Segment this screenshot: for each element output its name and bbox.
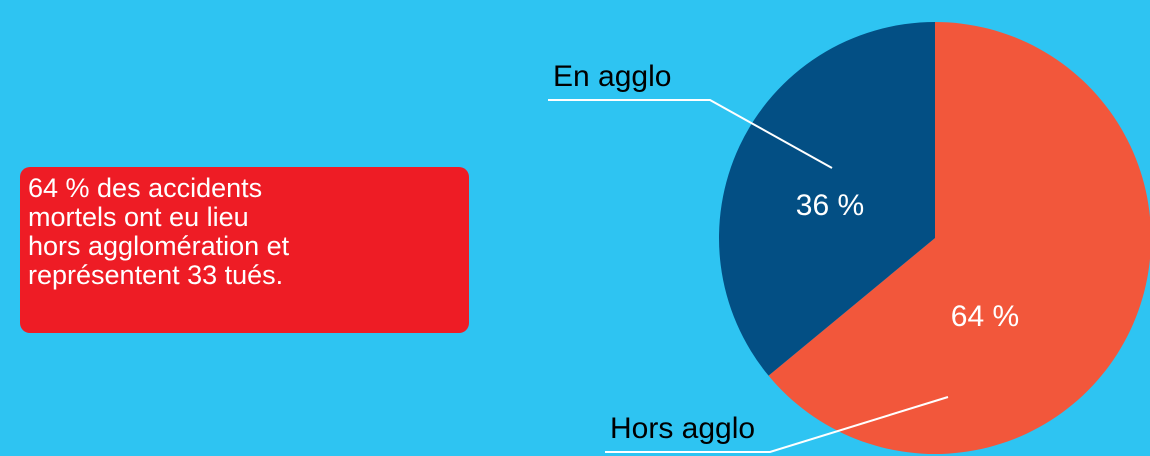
annotation-line: mortels ont eu lieu xyxy=(28,202,249,232)
category-label: En agglo xyxy=(553,60,671,93)
category-label: Hors agglo xyxy=(610,412,755,445)
value-label: 64 % xyxy=(951,300,1019,333)
labels: 64 % Hors agglo 36 % En agglo xyxy=(548,60,1019,453)
annotation-line: représentent 33 tués. xyxy=(28,260,283,290)
annotation-line: 64 % des accidents xyxy=(28,173,262,203)
leader-line xyxy=(548,99,833,169)
pie-slice xyxy=(718,21,935,376)
annotation-line: hors agglomération et xyxy=(28,231,290,261)
pie xyxy=(718,21,1150,454)
annotation-box xyxy=(20,167,469,333)
leader-line xyxy=(605,396,949,453)
value-label: 36 % xyxy=(796,189,864,222)
pie-slice xyxy=(768,22,1150,454)
